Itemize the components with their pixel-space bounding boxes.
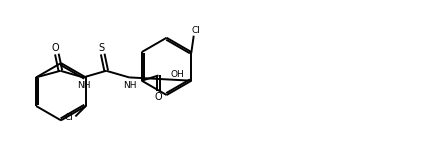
Text: Cl: Cl [191, 26, 200, 35]
Text: NH: NH [78, 81, 91, 90]
Text: OH: OH [171, 70, 185, 79]
Text: Cl: Cl [65, 114, 73, 122]
Text: NH: NH [123, 81, 137, 90]
Text: O: O [52, 43, 60, 53]
Text: S: S [98, 43, 104, 53]
Text: O: O [155, 92, 162, 102]
